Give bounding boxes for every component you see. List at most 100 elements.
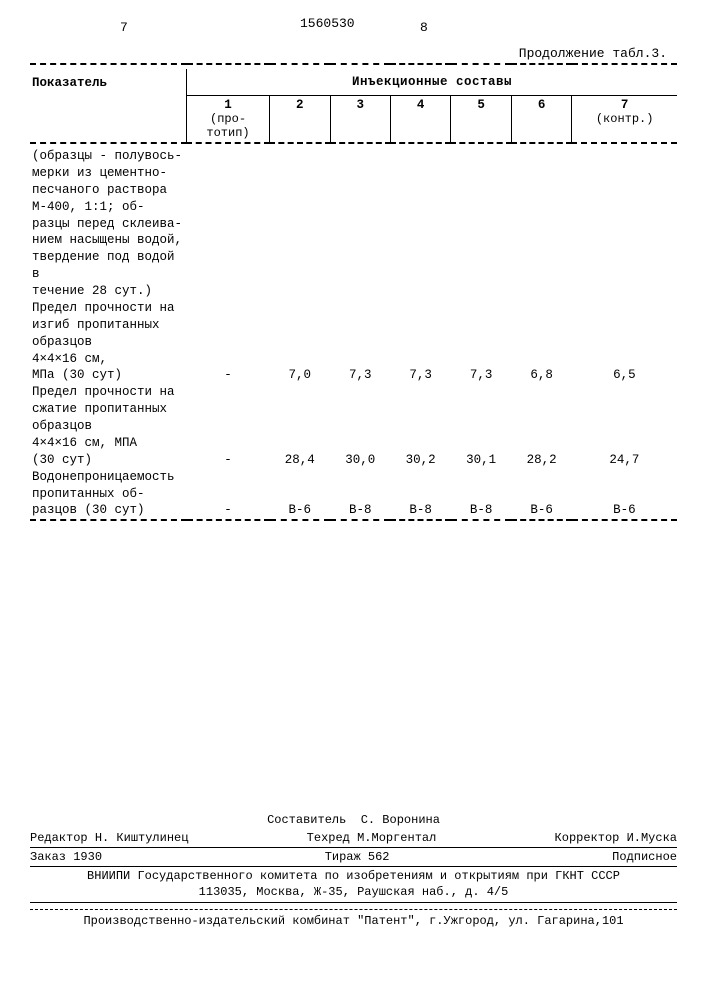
cell: [390, 435, 450, 452]
cell: [390, 351, 450, 368]
cell: [187, 199, 270, 216]
table-row: твердение под водой в: [30, 249, 677, 283]
cell: [270, 199, 330, 216]
cell: 7,0: [270, 367, 330, 384]
table-row: песчаного раствора: [30, 182, 677, 199]
cell: [511, 165, 571, 182]
cell: [270, 182, 330, 199]
cell: [451, 418, 511, 435]
cell: [390, 401, 450, 418]
table-row: (образцы - полувось-: [30, 148, 677, 165]
cell: -: [187, 502, 270, 520]
cell: [330, 401, 390, 418]
row-label: 4×4×16 см,: [30, 351, 187, 368]
cell: [390, 148, 450, 165]
cell: [330, 384, 390, 401]
row-label: МПа (30 сут): [30, 367, 187, 384]
cell: [270, 384, 330, 401]
cell: [451, 283, 511, 300]
cell: [451, 232, 511, 249]
cell: [511, 384, 571, 401]
cell: [330, 469, 390, 486]
col-5-header: 5: [451, 96, 511, 144]
cell: [572, 469, 677, 486]
row-label: (30 сут): [30, 452, 187, 469]
cell: [511, 351, 571, 368]
cell: [451, 148, 511, 165]
cell: 30,0: [330, 452, 390, 469]
cell: [270, 216, 330, 233]
col-1-header: 1 (про- тотип): [187, 96, 270, 144]
cell: В-8: [390, 502, 450, 520]
cell: [270, 300, 330, 317]
cell: [451, 351, 511, 368]
page-num-right: 8: [420, 20, 428, 35]
cell: [330, 317, 390, 334]
cell: [390, 283, 450, 300]
table-row: разцы перед склеива-: [30, 216, 677, 233]
cell: [511, 435, 571, 452]
cell: [270, 165, 330, 182]
table-row: нием насыщены водой,: [30, 232, 677, 249]
cell: [390, 249, 450, 283]
cell: В-6: [511, 502, 571, 520]
cell: В-8: [451, 502, 511, 520]
cell: 30,2: [390, 452, 450, 469]
header-span: Инъекционные составы: [187, 69, 678, 96]
col-3-header: 3: [330, 96, 390, 144]
cell: [511, 317, 571, 334]
cell: [187, 165, 270, 182]
cell: В-6: [270, 502, 330, 520]
cell: [572, 249, 677, 283]
cell: [330, 182, 390, 199]
cell: [572, 435, 677, 452]
cell: [330, 486, 390, 503]
header-indicator: Показатель: [30, 69, 187, 143]
data-table: Показатель Инъекционные составы 1 (про- …: [30, 63, 677, 525]
cell: [270, 148, 330, 165]
cell: [572, 182, 677, 199]
doc-number: 1560530: [300, 16, 355, 31]
cell: [270, 317, 330, 334]
table-row: М-400, 1:1; об-: [30, 199, 677, 216]
table-row: течение 28 сут.): [30, 283, 677, 300]
row-label: течение 28 сут.): [30, 283, 187, 300]
cell: [572, 165, 677, 182]
cell: [330, 283, 390, 300]
cell: [187, 249, 270, 283]
cell: [572, 300, 677, 317]
cell: [270, 232, 330, 249]
cell: [270, 469, 330, 486]
cell: [270, 486, 330, 503]
cell: [187, 469, 270, 486]
cell: [390, 317, 450, 334]
cell: [572, 486, 677, 503]
cell: [511, 199, 571, 216]
cell: [187, 351, 270, 368]
cell: [330, 300, 390, 317]
row-label: образцов: [30, 418, 187, 435]
footer-order-line: Заказ 1930 Тираж 562 Подписное: [30, 848, 677, 867]
cell: [187, 317, 270, 334]
row-label: песчаного раствора: [30, 182, 187, 199]
row-label: Водонепроницаемость: [30, 469, 187, 486]
row-label: изгиб пропитанных: [30, 317, 187, 334]
cell: [270, 401, 330, 418]
row-label: Предел прочности на: [30, 300, 187, 317]
table-row: сжатие пропитанных: [30, 401, 677, 418]
cell: [187, 334, 270, 351]
cell: [187, 300, 270, 317]
row-label: образцов: [30, 334, 187, 351]
cell: [330, 249, 390, 283]
cell: [330, 435, 390, 452]
cell: [572, 148, 677, 165]
cell: [390, 182, 450, 199]
table-row: 4×4×16 см,: [30, 351, 677, 368]
cell: [187, 401, 270, 418]
footer-compiler: Составитель С. Воронина: [30, 813, 677, 827]
row-label: мерки из цементно-: [30, 165, 187, 182]
row-label: М-400, 1:1; об-: [30, 199, 187, 216]
cell: [390, 232, 450, 249]
cell: [511, 148, 571, 165]
table-row: мерки из цементно-: [30, 165, 677, 182]
